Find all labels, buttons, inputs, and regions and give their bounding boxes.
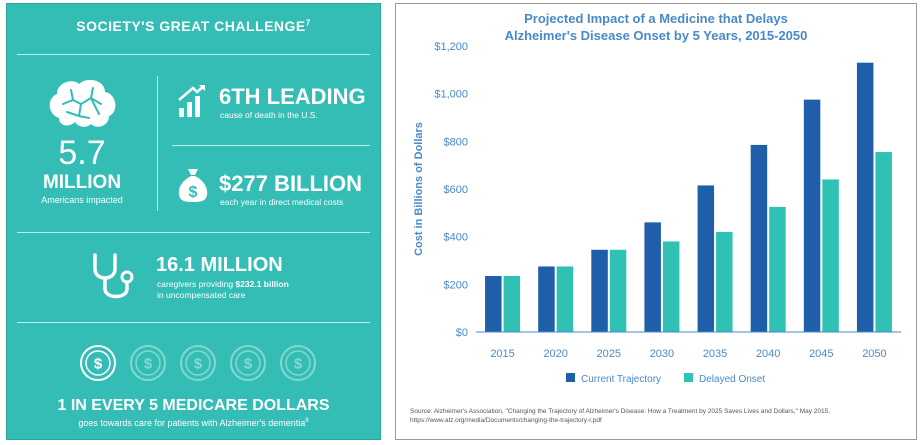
x-tick-label: 2045	[809, 348, 833, 360]
bar-current-trajectory	[644, 222, 661, 332]
svg-text:$: $	[94, 356, 103, 373]
bar-delayed-onset	[716, 231, 733, 332]
caregivers-heading: 16.1 MILLION	[156, 254, 283, 276]
legend-swatch	[566, 373, 575, 382]
y-tick-label: $200	[444, 279, 468, 291]
y-tick-label: $0	[456, 327, 468, 339]
americans-label: Americans impacted	[41, 195, 123, 205]
x-tick-label: 2040	[756, 348, 780, 360]
x-tick-label: 2050	[862, 348, 886, 360]
cost-heading: $277 BILLION	[219, 171, 363, 196]
bar-delayed-onset	[822, 179, 839, 332]
stethoscope-icon	[93, 253, 134, 299]
svg-text:$: $	[294, 356, 303, 373]
medicare-coins: $ $ $ $ $	[80, 345, 316, 381]
bar-delayed-onset	[503, 275, 521, 332]
brain-icon	[49, 79, 116, 127]
rank-heading: 6TH LEADING	[219, 84, 366, 109]
y-tick-label: $1,000	[434, 89, 468, 101]
divider	[17, 322, 370, 323]
x-tick-label: 2030	[650, 348, 674, 360]
dollar-coin-icon: $	[280, 345, 316, 381]
x-tick-label: 2015	[490, 348, 514, 360]
svg-text:$: $	[244, 356, 253, 373]
x-tick-label: 2020	[543, 348, 567, 360]
dollar-coin-icon: $	[80, 345, 116, 381]
dollar-coin-icon: $	[180, 345, 216, 381]
caregivers-subtext: caregivers providing $232.1 billion in u…	[157, 279, 289, 300]
y-tick-label: $400	[444, 232, 468, 244]
infographic-title: SOCIETY'S GREAT CHALLENGE7	[76, 18, 311, 34]
y-tick-label: $1,200	[434, 41, 468, 53]
divider-vertical	[157, 76, 158, 211]
y-axis-label: Cost in Billions of Dollars	[413, 122, 425, 256]
y-tick-label: $600	[444, 184, 468, 196]
svg-text:$: $	[194, 356, 203, 373]
americans-number: 5.7	[58, 134, 106, 172]
bar-current-trajectory	[803, 99, 821, 332]
bar-growth-icon	[178, 85, 205, 117]
chart-panel: Projected Impact of a Medicine that Dela…	[395, 3, 917, 440]
legend-label: Delayed Onset	[699, 374, 765, 385]
americans-unit: MILLION	[42, 172, 122, 193]
legend-label: Current Trajectory	[581, 374, 661, 385]
bar-delayed-onset	[769, 206, 786, 332]
bar-delayed-onset	[556, 266, 574, 332]
dollar-coin-icon: $	[130, 345, 166, 381]
bar-delayed-onset	[609, 249, 627, 332]
medicare-subtext: goes towards care for patients with Alzh…	[78, 418, 309, 428]
legend-swatch	[684, 373, 693, 382]
medicare-heading: 1 IN EVERY 5 MEDICARE DOLLARS	[57, 397, 330, 414]
svg-text:$: $	[144, 356, 153, 373]
source-note: Source: Alzheimer's Association, "Changi…	[410, 408, 831, 424]
bar-current-trajectory	[538, 266, 555, 332]
x-tick-label: 2035	[703, 348, 727, 360]
divider	[172, 145, 370, 146]
chart-title: Projected Impact of a Medicine that Dela…	[504, 11, 808, 43]
infographic-panel: SOCIETY'S GREAT CHALLENGE7 5.7 MILLION A…	[6, 3, 381, 440]
money-bag-icon: $	[178, 169, 208, 202]
cost-subtext: each year in direct medical costs	[220, 197, 344, 207]
bar-delayed-onset	[875, 152, 892, 332]
rank-subtext: cause of death in the U.S.	[220, 110, 318, 120]
svg-text:$: $	[189, 184, 198, 201]
bar-current-trajectory	[591, 249, 608, 332]
x-tick-label: 2025	[597, 348, 621, 360]
divider	[17, 232, 370, 233]
dollar-coin-icon: $	[230, 345, 266, 381]
bar-current-trajectory	[750, 144, 768, 332]
bar-current-trajectory	[697, 185, 715, 332]
bar-delayed-onset	[662, 241, 680, 332]
bar-current-trajectory	[485, 275, 502, 332]
divider	[17, 54, 370, 55]
bar-chart: $0 $200 $400 $600 $800 $1,000 $1,200 Cost in Bi…	[413, 41, 901, 385]
y-tick-label: $800	[444, 136, 468, 148]
bar-current-trajectory	[856, 62, 874, 332]
